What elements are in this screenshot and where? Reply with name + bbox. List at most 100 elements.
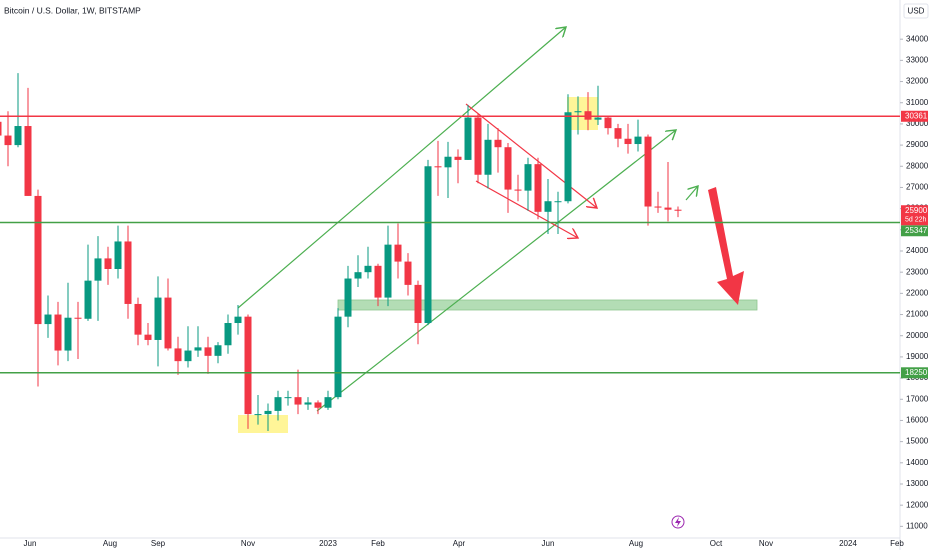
level-label: 30361 xyxy=(905,111,928,120)
x-tick-label: Sep xyxy=(151,539,166,548)
candle-body xyxy=(234,316,242,324)
candle-body xyxy=(264,410,272,415)
currency-button[interactable] xyxy=(903,3,929,19)
candle-body xyxy=(604,117,612,129)
big-arrow xyxy=(708,187,744,305)
candle-body xyxy=(274,397,282,411)
y-tick-label: 14000 xyxy=(906,458,929,467)
highlight-box xyxy=(238,415,288,433)
candle-body xyxy=(74,317,82,319)
x-tick-label: Feb xyxy=(371,539,385,548)
candle-body xyxy=(624,138,632,145)
level-label-box xyxy=(901,367,928,379)
y-tick-label: 23000 xyxy=(906,267,929,276)
candle-body xyxy=(574,111,582,113)
candle-body xyxy=(424,166,432,324)
candle-body xyxy=(594,117,602,120)
candle-body xyxy=(394,244,402,262)
y-tick-label: 19000 xyxy=(906,352,929,361)
candle-body xyxy=(214,345,222,356)
candle-body xyxy=(504,147,512,190)
candle-body xyxy=(134,303,142,335)
x-tick-label: 2024 xyxy=(839,539,857,548)
candle-body xyxy=(334,316,342,398)
candle-body xyxy=(384,244,392,298)
candle-body xyxy=(284,397,292,399)
candle-body xyxy=(174,348,182,362)
y-tick-label: 33000 xyxy=(906,55,929,64)
y-tick-label: 13000 xyxy=(906,479,929,488)
candle-body xyxy=(24,126,32,196)
candle-body xyxy=(444,156,452,168)
y-tick-label: 34000 xyxy=(906,34,929,43)
support-zone xyxy=(337,299,758,311)
candle-body xyxy=(64,317,72,351)
candle-body xyxy=(634,136,642,145)
y-tick-label: 20000 xyxy=(906,331,929,340)
candle-body xyxy=(404,261,412,285)
candle-body xyxy=(244,316,252,415)
candle-body xyxy=(474,117,482,175)
candle-body xyxy=(84,280,92,319)
highlight-box xyxy=(567,97,598,130)
y-tick-label: 28000 xyxy=(906,161,929,170)
candle-body xyxy=(344,278,352,317)
candle-body xyxy=(104,258,112,269)
level-label: 18250 xyxy=(905,368,928,377)
x-tick-label: Aug xyxy=(629,539,643,548)
y-tick-label: 21000 xyxy=(906,310,929,319)
x-tick-label: Apr xyxy=(453,539,466,548)
candle-body xyxy=(0,121,2,136)
y-tick-label: 12000 xyxy=(906,500,929,509)
y-tick-label: 17000 xyxy=(906,394,929,403)
x-tick-label: 2023 xyxy=(319,539,337,548)
trend-line xyxy=(475,180,578,238)
candle-body xyxy=(324,397,332,408)
x-tick-label: Jun xyxy=(542,539,555,548)
candle-body xyxy=(4,135,12,146)
candle-body xyxy=(254,414,262,416)
y-tick-label: 15000 xyxy=(906,437,929,446)
candle-body xyxy=(484,139,492,175)
candle-body xyxy=(434,166,442,168)
y-tick-label: 31000 xyxy=(906,98,929,107)
level-label-box xyxy=(901,225,928,237)
candle-body xyxy=(124,241,132,304)
y-tick-label: 24000 xyxy=(906,246,929,255)
candle-body xyxy=(144,334,152,340)
candle-body xyxy=(354,272,362,279)
candle-body xyxy=(544,201,552,212)
trend-line xyxy=(316,130,676,412)
drawings xyxy=(237,27,758,433)
candle-body xyxy=(294,397,302,405)
candle-body xyxy=(674,209,682,211)
x-tick-label: Oct xyxy=(710,539,723,548)
candle-body xyxy=(14,126,22,146)
candle-body xyxy=(654,206,662,208)
candle-body xyxy=(304,402,312,405)
level-label: 25347 xyxy=(905,226,928,235)
candle-body xyxy=(454,156,462,160)
candle-body xyxy=(524,164,532,191)
y-tick-label: 30000 xyxy=(906,119,929,128)
x-tick-label: Nov xyxy=(759,539,773,548)
candle-body xyxy=(194,347,202,351)
candle-body xyxy=(584,111,592,120)
currency-label[interactable]: USD xyxy=(908,7,925,16)
candle-body xyxy=(494,139,502,148)
trend-line xyxy=(465,103,597,208)
trend-line xyxy=(237,27,566,309)
x-tick-label: Jun xyxy=(24,539,37,548)
y-tick-label: 29000 xyxy=(906,140,929,149)
candle-body xyxy=(224,323,232,346)
last-price-box xyxy=(901,205,928,226)
candle-body xyxy=(564,112,572,202)
countdown: 5d 22h xyxy=(905,217,927,224)
candle-body xyxy=(534,164,542,212)
candle-body xyxy=(94,258,102,281)
small-arrow xyxy=(685,186,698,201)
candle-body xyxy=(614,128,622,139)
candle-body xyxy=(644,136,652,207)
y-tick-label: 22000 xyxy=(906,288,929,297)
